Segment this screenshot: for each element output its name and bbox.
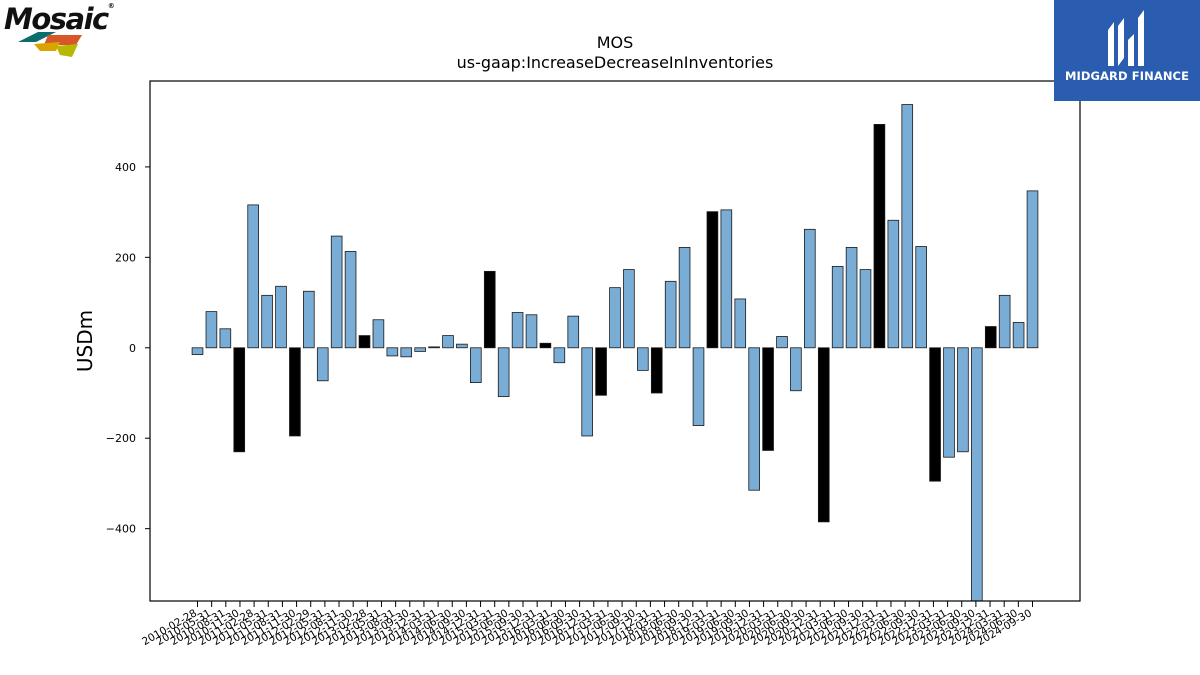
bar [483,270,496,349]
mosaic-tiles-icon [18,32,82,57]
bar [873,124,886,349]
bar [637,347,649,371]
bar [386,347,399,357]
y-tick-label: −200 [106,432,136,445]
bar [887,219,900,349]
bar [275,285,287,349]
bar [511,312,524,349]
bar [678,246,691,349]
bar [316,347,329,382]
bar [205,311,218,349]
y-axis-label: USDm [73,310,97,372]
bar [247,204,259,349]
mosaic-logo: Mosaic® [4,2,128,62]
bar [344,251,357,349]
bar [1026,190,1039,349]
bar [692,347,705,426]
plot-frame [149,80,1081,602]
bar [790,347,802,392]
bar [762,347,774,451]
midgard-bars-icon [1108,10,1144,66]
bar [748,347,760,491]
bar [734,298,747,349]
bar [901,104,914,349]
bar [525,314,538,349]
bar [998,294,1011,349]
chart-title: MOS [597,33,634,52]
bar [219,328,232,349]
bar [650,347,663,394]
bar [943,347,955,458]
mosaic-logo-text: Mosaic [4,2,109,36]
bar [984,326,997,349]
bar [706,211,719,349]
bar [817,347,830,523]
bar [372,319,385,349]
bar [567,315,580,349]
bar [289,347,301,437]
bar [609,287,621,349]
midgard-finance-name: MIDGARD FINANCE [1064,69,1190,83]
bar [581,347,593,437]
bar [303,290,315,349]
bar [804,228,816,349]
bar [664,280,677,349]
bar [623,269,635,349]
bar [929,347,941,482]
bar [595,347,607,396]
bar [470,347,482,384]
y-ticks: −400 −200 0 200 400 [106,161,150,536]
bar [233,347,246,453]
midgard-finance-logo: MIDGARD FINANCE [1054,0,1200,101]
y-tick-label: 0 [129,342,136,355]
bar [400,347,413,358]
bar [720,209,733,349]
bar [915,246,927,349]
bar [553,347,566,364]
bar [957,347,969,453]
y-tick-label: 400 [115,161,136,174]
bar [831,265,844,349]
bar [497,347,510,398]
bar [845,246,858,349]
bar [191,347,204,355]
y-tick-label: 200 [115,251,136,264]
bar [261,294,273,349]
bar [414,347,426,352]
bar [859,269,872,349]
bar [539,342,552,349]
bar [456,343,468,349]
mosaic-logo-reg: ® [107,2,115,10]
bars [191,104,1039,602]
bar [1012,322,1025,349]
bar [442,335,454,349]
y-tick-label: −400 [106,523,136,536]
chart-subtitle: us-gaap:IncreaseDecreaseInInventories [457,53,774,72]
bar [330,235,343,349]
bar [428,346,440,349]
bar [971,347,983,602]
bar [358,335,371,349]
x-ticks: 2010-02-282010-05-312010-08-312010-11-30… [140,601,1034,648]
bar [776,336,788,349]
